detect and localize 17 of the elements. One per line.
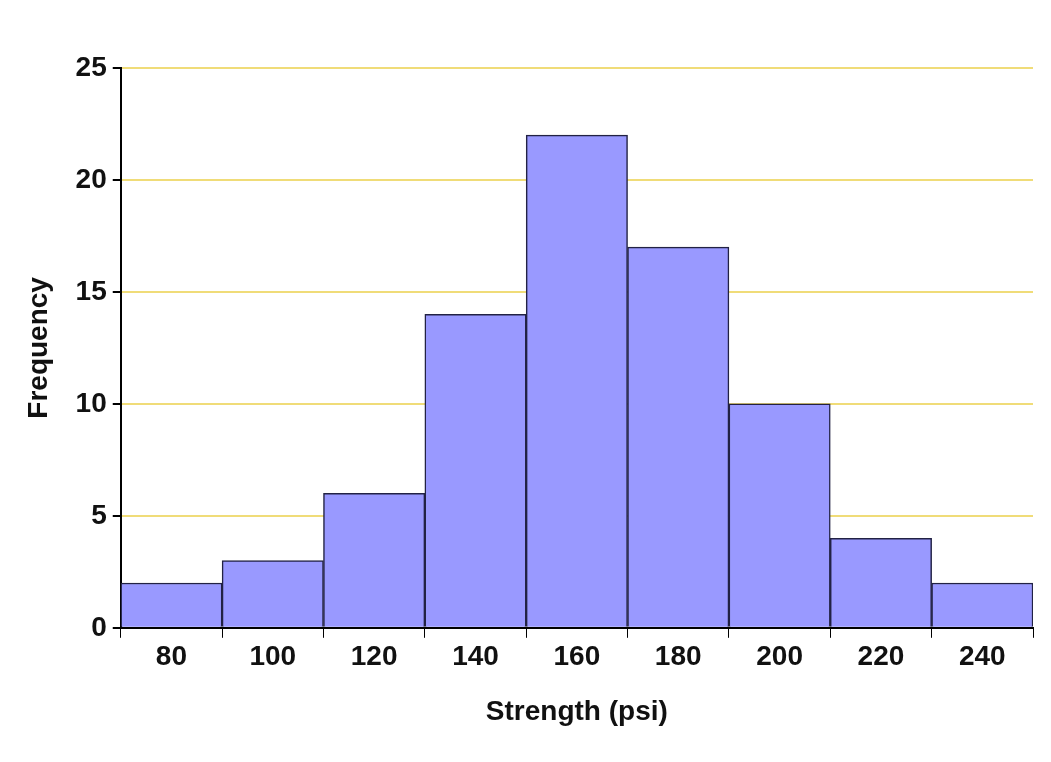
x-tick-label: 240	[958, 640, 1006, 672]
x-tick-label: 200	[756, 640, 803, 672]
y-tick-label: 0	[91, 610, 107, 642]
x-axis-title: Strength (psi)	[485, 694, 668, 726]
y-axis-title: Frequency	[21, 276, 53, 419]
y-tick-label: 20	[75, 162, 107, 194]
x-tick-label: 80	[155, 640, 187, 672]
x-tick-label: 100	[249, 640, 297, 672]
y-tick-label: 25	[75, 50, 107, 82]
x-tick-label: 160	[553, 640, 601, 672]
x-tick-label: 220	[857, 640, 905, 672]
x-tick-label: 140	[452, 640, 499, 672]
y-tick-label: 15	[75, 274, 107, 306]
x-tick-label: 180	[654, 640, 702, 672]
y-tick-label: 10	[75, 386, 107, 418]
x-tick-label: 120	[350, 640, 398, 672]
y-tick-label: 5	[91, 498, 107, 530]
